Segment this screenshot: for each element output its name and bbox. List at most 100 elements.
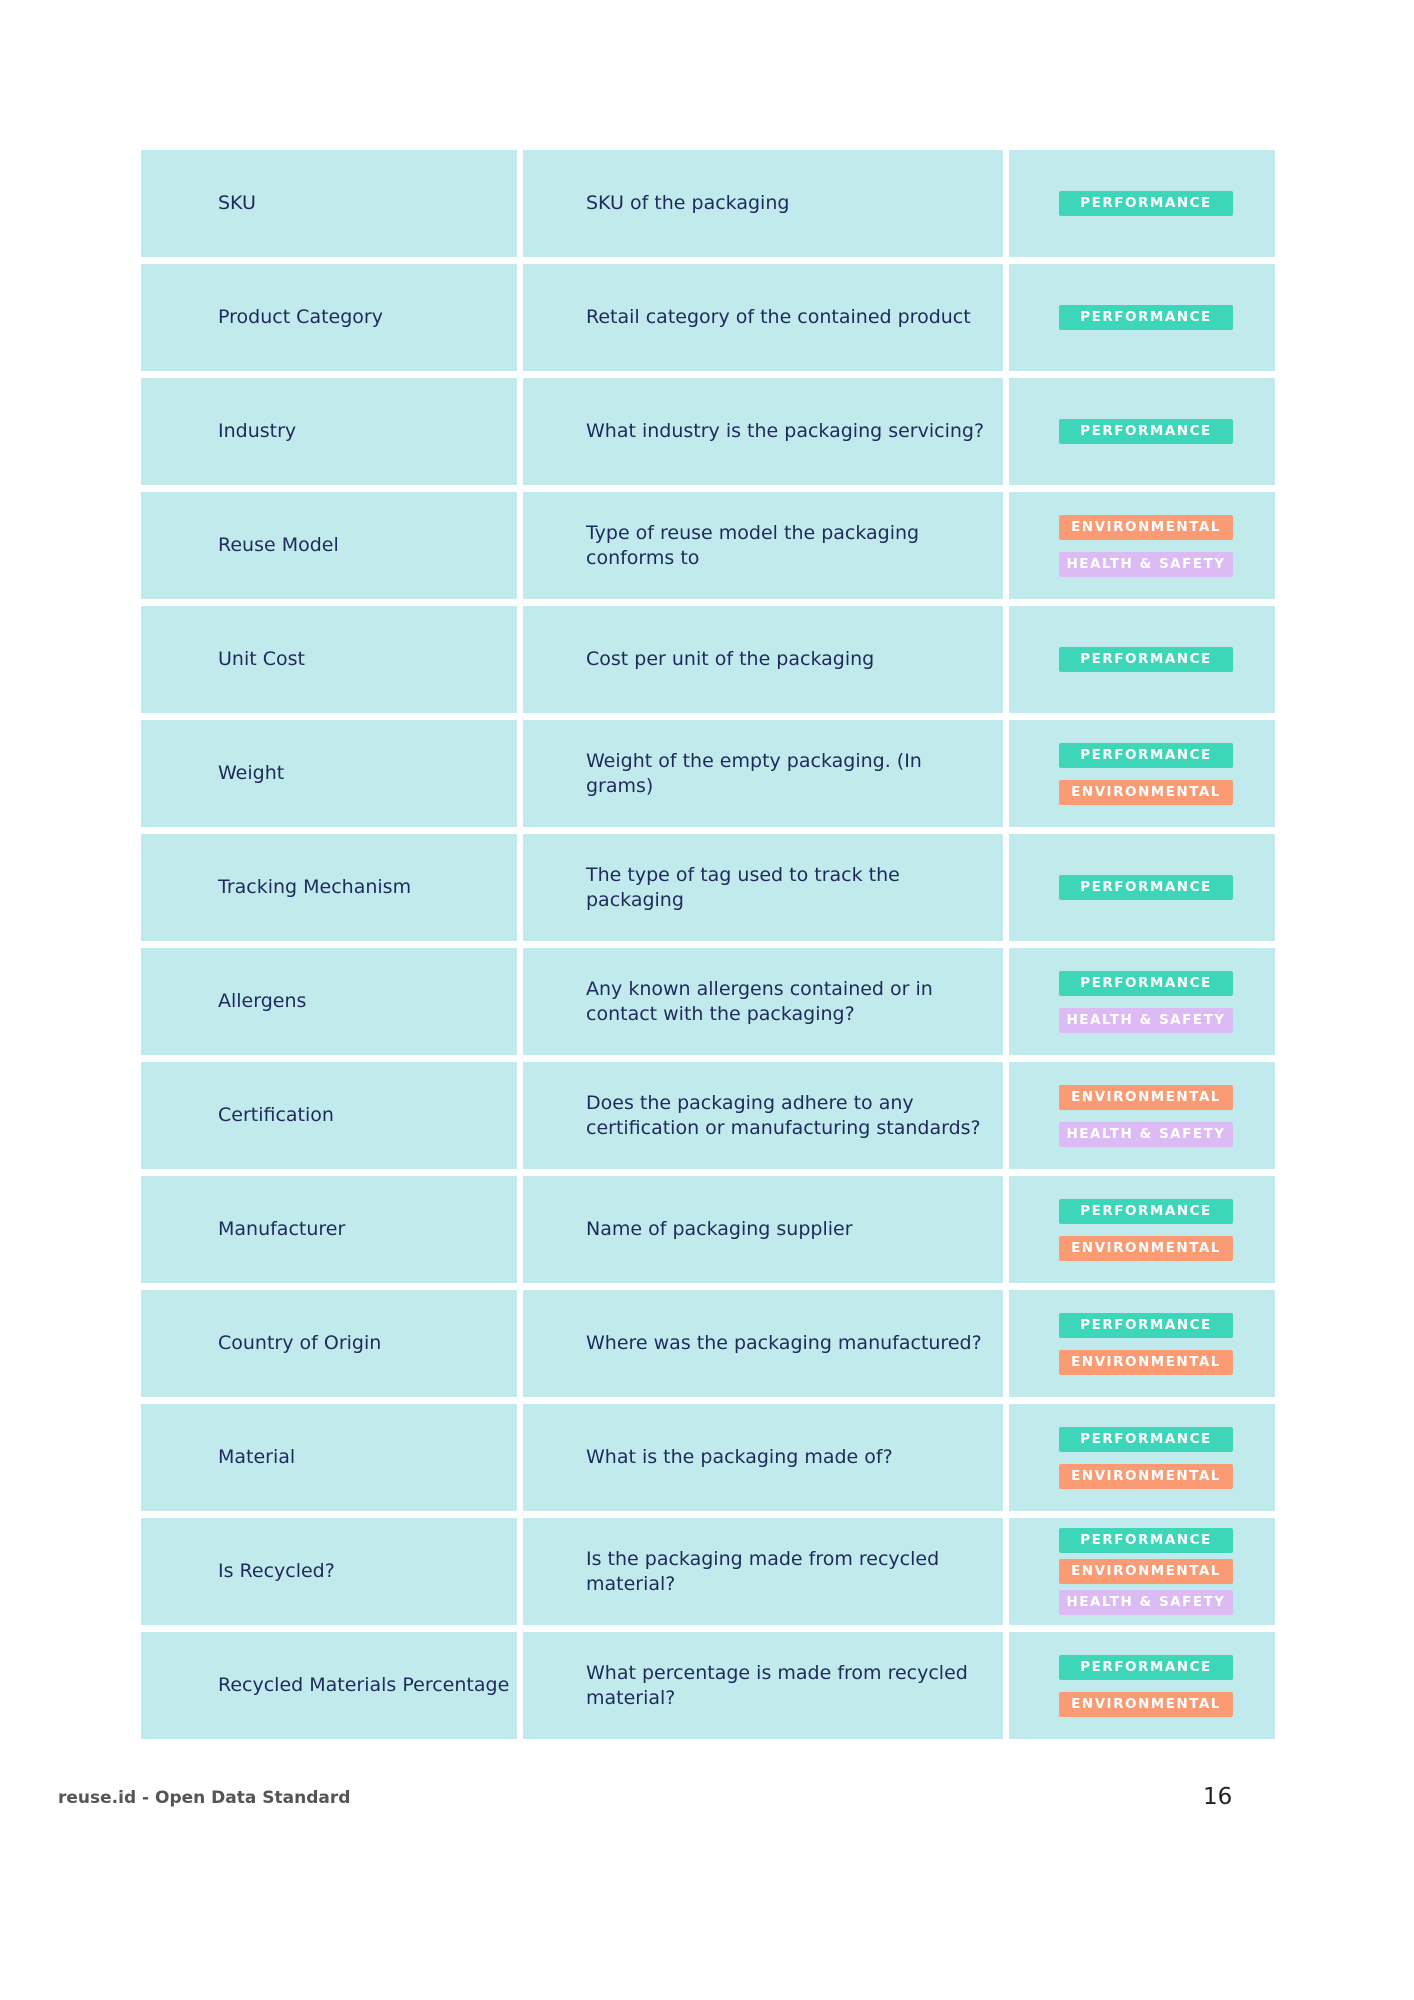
tag-list: ENVIRONMENTAL HEALTH & SAFETY — [1059, 509, 1233, 583]
attribute-description: Name of packaging supplier — [586, 1218, 853, 1240]
attribute-name-cell: Allergens — [141, 948, 517, 1055]
tag-list: PERFORMANCE — [1059, 641, 1233, 678]
performance-tag: PERFORMANCE — [1059, 647, 1233, 672]
attribute-name: Recycled Materials Percentage — [218, 1674, 510, 1696]
attribute-tags-cell: PERFORMANCE ENVIRONMENTAL — [1009, 1176, 1275, 1283]
attribute-tags-cell: PERFORMANCE — [1009, 606, 1275, 713]
health-tag: HEALTH & SAFETY — [1059, 551, 1233, 577]
environmental-tag: ENVIRONMENTAL — [1059, 779, 1233, 805]
attribute-name: Weight — [218, 762, 285, 784]
attribute-description: Does the packaging adhere to any certifi… — [586, 1091, 981, 1139]
attribute-name-cell: Certification — [141, 1062, 517, 1169]
table-row: Material What is the packaging made of? PE… — [141, 1404, 1275, 1511]
attribute-name-cell: Manufacturer — [141, 1176, 517, 1283]
attribute-tags-cell: ENVIRONMENTAL HEALTH & SAFETY — [1009, 492, 1275, 599]
tag-list: PERFORMANCE — [1059, 299, 1233, 336]
attribute-tags-cell: PERFORMANCE ENVIRONMENTAL — [1009, 1290, 1275, 1397]
tag-list: ENVIRONMENTAL HEALTH & SAFETY — [1059, 1079, 1233, 1153]
environmental-tag: ENVIRONMENTAL — [1059, 514, 1233, 540]
attribute-description-cell: The type of tag used to track the packag… — [523, 834, 1003, 941]
tag-list: PERFORMANCE — [1059, 413, 1233, 450]
table-row: Industry What industry is the packaging s… — [141, 378, 1275, 485]
attribute-description: SKU of the packaging — [586, 192, 790, 214]
attribute-name: Certification — [218, 1104, 334, 1126]
table-row: Unit Cost Cost per unit of the packaging P… — [141, 606, 1275, 713]
attribute-description-cell: Name of packaging supplier — [523, 1176, 1003, 1283]
performance-tag: PERFORMANCE — [1059, 1528, 1233, 1553]
attribute-description-cell: Retail category of the contained product — [523, 264, 1003, 371]
attribute-description-cell: Weight of the empty packaging. (In grams… — [523, 720, 1003, 827]
attribute-name: Country of Origin — [218, 1332, 382, 1354]
attribute-name-cell: SKU — [141, 150, 517, 257]
performance-tag: PERFORMANCE — [1059, 742, 1233, 768]
attributes-table: SKU SKU of the packaging PERFORMANCE Produc… — [141, 150, 1275, 1746]
attribute-description-cell: Does the packaging adhere to any certifi… — [523, 1062, 1003, 1169]
attribute-tags-cell: PERFORMANCE ENVIRONMENTAL — [1009, 1632, 1275, 1739]
attribute-name: Reuse Model — [218, 534, 339, 556]
table-row: Certification Does the packaging adhere t… — [141, 1062, 1275, 1169]
health-tag: HEALTH & SAFETY — [1059, 1590, 1233, 1615]
tag-list: PERFORMANCE ENVIRONMENTAL — [1059, 1649, 1233, 1723]
attribute-name: Allergens — [218, 990, 307, 1012]
table-row: Allergens Any known allergens contained o… — [141, 948, 1275, 1055]
attribute-tags-cell: PERFORMANCE — [1009, 150, 1275, 257]
performance-tag: PERFORMANCE — [1059, 191, 1233, 216]
attribute-tags-cell: PERFORMANCE — [1009, 264, 1275, 371]
attribute-name-cell: Unit Cost — [141, 606, 517, 713]
attribute-description: What industry is the packaging servicing… — [586, 420, 985, 442]
attribute-tags-cell: PERFORMANCE ENVIRONMENTAL — [1009, 720, 1275, 827]
attribute-description: The type of tag used to track the packag… — [586, 863, 900, 911]
tag-list: PERFORMANCE ENVIRONMENTAL — [1059, 1193, 1233, 1267]
environmental-tag: ENVIRONMENTAL — [1059, 1084, 1233, 1110]
attribute-name: Manufacturer — [218, 1218, 346, 1240]
attribute-tags-cell: PERFORMANCE ENVIRONMENTAL — [1009, 1404, 1275, 1511]
tag-list: PERFORMANCE HEALTH & SAFETY — [1059, 965, 1233, 1039]
attribute-tags-cell: PERFORMANCE ENVIRONMENTAL HEALTH & SAFETY — [1009, 1518, 1275, 1625]
attribute-name-cell: Recycled Materials Percentage — [141, 1632, 517, 1739]
environmental-tag: ENVIRONMENTAL — [1059, 1691, 1233, 1717]
performance-tag: PERFORMANCE — [1059, 1426, 1233, 1452]
attribute-name-cell: Industry — [141, 378, 517, 485]
footer-title: reuse.id - Open Data Standard — [58, 1788, 351, 1808]
attribute-description: Cost per unit of the packaging — [586, 648, 875, 670]
attribute-description: Any known allergens contained or in cont… — [586, 977, 933, 1025]
attribute-description-cell: Where was the packaging manufactured? — [523, 1290, 1003, 1397]
attribute-name: Tracking Mechanism — [218, 876, 412, 898]
performance-tag: PERFORMANCE — [1059, 1312, 1233, 1338]
performance-tag: PERFORMANCE — [1059, 1654, 1233, 1680]
attribute-name-cell: Reuse Model — [141, 492, 517, 599]
attribute-description-cell: What percentage is made from recycled ma… — [523, 1632, 1003, 1739]
table-row: Is Recycled? Is the packaging made from r… — [141, 1518, 1275, 1625]
environmental-tag: ENVIRONMENTAL — [1059, 1463, 1233, 1489]
tag-list: PERFORMANCE — [1059, 869, 1233, 906]
attribute-description-cell: What is the packaging made of? — [523, 1404, 1003, 1511]
table-row: SKU SKU of the packaging PERFORMANCE — [141, 150, 1275, 257]
attribute-description-cell: Type of reuse model the packaging confor… — [523, 492, 1003, 599]
performance-tag: PERFORMANCE — [1059, 419, 1233, 444]
attribute-name-cell: Product Category — [141, 264, 517, 371]
tag-list: PERFORMANCE ENVIRONMENTAL — [1059, 1307, 1233, 1381]
attribute-name: SKU — [218, 192, 256, 214]
environmental-tag: ENVIRONMENTAL — [1059, 1349, 1233, 1375]
tag-list: PERFORMANCE — [1059, 185, 1233, 222]
attribute-name: Is Recycled? — [218, 1560, 335, 1582]
table-row: Reuse Model Type of reuse model the packa… — [141, 492, 1275, 599]
attribute-description: Where was the packaging manufactured? — [586, 1332, 982, 1354]
attribute-name: Industry — [218, 420, 297, 442]
table-row: Product Category Retail category of the c… — [141, 264, 1275, 371]
attribute-tags-cell: PERFORMANCE HEALTH & SAFETY — [1009, 948, 1275, 1055]
attribute-description: Weight of the empty packaging. (In grams… — [586, 749, 922, 797]
attribute-name-cell: Weight — [141, 720, 517, 827]
attribute-tags-cell: ENVIRONMENTAL HEALTH & SAFETY — [1009, 1062, 1275, 1169]
tag-list: PERFORMANCE ENVIRONMENTAL HEALTH & SAFETY — [1059, 1525, 1233, 1618]
health-tag: HEALTH & SAFETY — [1059, 1121, 1233, 1147]
attribute-description-cell: Any known allergens contained or in cont… — [523, 948, 1003, 1055]
performance-tag: PERFORMANCE — [1059, 970, 1233, 996]
performance-tag: PERFORMANCE — [1059, 305, 1233, 330]
attribute-description: What is the packaging made of? — [586, 1446, 893, 1468]
environmental-tag: ENVIRONMENTAL — [1059, 1559, 1233, 1584]
attribute-description-cell: Is the packaging made from recycled mate… — [523, 1518, 1003, 1625]
attribute-name: Unit Cost — [218, 648, 305, 670]
health-tag: HEALTH & SAFETY — [1059, 1007, 1233, 1033]
tag-list: PERFORMANCE ENVIRONMENTAL — [1059, 737, 1233, 811]
